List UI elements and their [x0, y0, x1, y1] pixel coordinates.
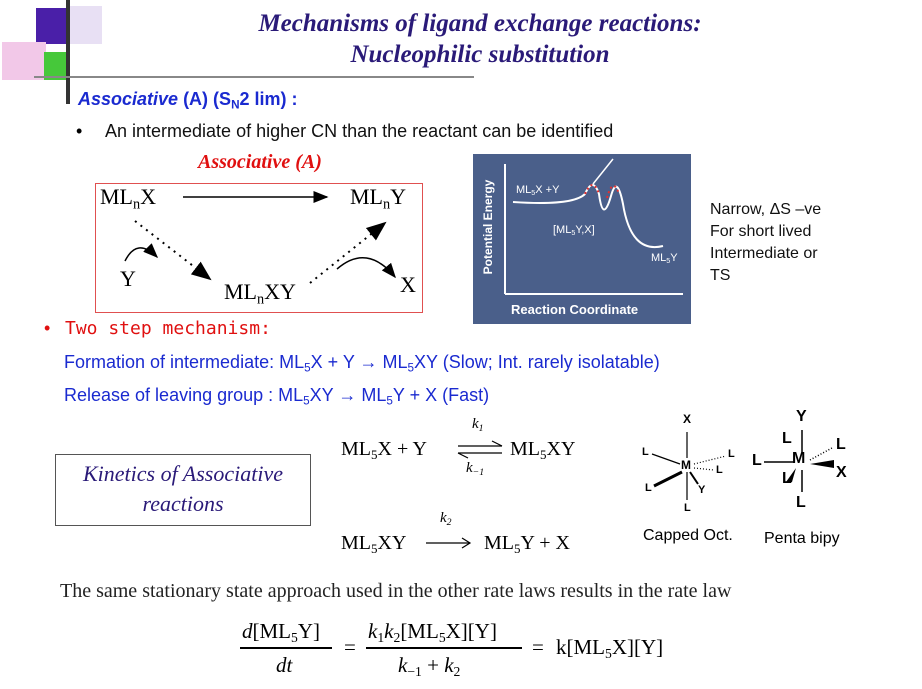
associative-scheme-box — [95, 183, 423, 313]
rate-law-mid-num: k1k2[ML5X][Y] — [368, 619, 497, 646]
release-line: Release of leaving group : ML5XY → ML5Y … — [64, 385, 490, 408]
equation-1-lhs: ML5X + Y — [341, 438, 427, 462]
capped-oct-label: Capped Oct. — [643, 527, 733, 544]
scheme-title: Associative (A) — [198, 151, 322, 173]
rate-law-eq2: = — [532, 635, 544, 659]
penta-m: M — [792, 450, 806, 467]
penta-l-bottom: L — [796, 494, 806, 511]
penta-x: X — [836, 464, 847, 481]
rate-law-lhs-num: d[ML5Y] — [242, 619, 320, 646]
energy-curve — [504, 158, 683, 295]
capped-l-left: L — [642, 446, 649, 458]
slide-title: Mechanisms of ligand exchange reactions:… — [230, 8, 730, 70]
kinetics-line2: reactions — [142, 491, 224, 516]
penta-bipy-label: Penta bipy — [764, 530, 840, 547]
rate-law-lhs-den: dt — [276, 653, 293, 677]
scheme-mlnxy: MLnXY — [224, 279, 296, 308]
rate-law-rhs: k[ML5X][Y] — [556, 635, 664, 662]
penta-l-right-top: L — [836, 436, 846, 453]
capped-y: Y — [698, 484, 706, 496]
kinetics-line1: Kinetics of Associative — [82, 461, 283, 486]
associative-heading: Associative (A) (SN2 lim) : — [78, 89, 298, 112]
pentagonal-bipyramid-structure — [764, 430, 834, 492]
capped-octahedron-structure — [651, 432, 727, 500]
side-note-line1: Narrow, ΔS –ve — [710, 201, 822, 218]
rate-law: d[ML5Y] dt = k1k2[ML5X][Y] k−1 + k2 = k[… — [236, 617, 696, 687]
formation-line: Formation of intermediate: ML5X + Y → ML… — [64, 352, 660, 375]
side-note-line3: Intermediate or — [710, 245, 818, 262]
side-note-line2: For short lived — [710, 223, 812, 240]
penta-l-top: L — [782, 430, 792, 447]
two-step-heading: Two step mechanism: — [65, 318, 271, 339]
stationary-state-text: The same stationary state approach used … — [60, 580, 732, 602]
title-line1: Mechanisms of ligand exchange reactions: — [258, 10, 702, 37]
scheme-arrows — [124, 191, 396, 284]
penta-l-left: L — [752, 452, 762, 469]
scheme-y: Y — [120, 266, 136, 291]
scheme-mlny: MLnY — [350, 184, 407, 213]
capped-x: X — [683, 412, 692, 426]
k-minus1-label: k−1 — [466, 460, 485, 478]
heading-n-sub: N — [231, 98, 240, 112]
scheme-x: X — [400, 272, 416, 297]
energy-xlabel: Reaction Coordinate — [511, 302, 639, 317]
scheme-mlnx: MLnX — [100, 184, 157, 213]
heading-a-sn: (A) (S — [178, 89, 232, 109]
energy-product-label: ML5Y — [651, 252, 678, 266]
capped-m: M — [681, 458, 691, 472]
side-note-line4: TS — [710, 267, 731, 284]
kinetics-box: Kinetics of Associative reactions — [55, 454, 311, 526]
rate-law-mid-den: k−1 + k2 — [398, 653, 461, 680]
two-step-bullet: • — [44, 318, 51, 338]
bullet-dot: • — [76, 121, 83, 141]
capped-l-lower-left: L — [645, 482, 652, 494]
equilibrium-arrow-icon — [457, 440, 503, 459]
penta-l-lower: L — [782, 470, 792, 487]
energy-intermediate-label: [ML5Y,X] — [553, 224, 595, 238]
equation-2-rhs: ML5Y + X — [484, 532, 570, 556]
k2-label: k2 — [440, 510, 452, 528]
capped-l-bottom: L — [684, 502, 691, 514]
title-line2: Nucleophilic substitution — [350, 41, 610, 68]
penta-y: Y — [796, 408, 807, 425]
energy-plot: Potential Energy Reaction Coordinate ML5… — [473, 154, 691, 324]
capped-l-right2: L — [716, 464, 723, 476]
energy-ylabel: Potential Energy — [481, 179, 495, 275]
bullet-intermediate: An intermediate of higher CN than the re… — [105, 121, 614, 141]
side-note: Narrow, ΔS –ve For short lived Intermedi… — [710, 199, 821, 287]
heading-lim: 2 lim) : — [239, 89, 298, 109]
energy-start-label: ML5X +Y — [516, 184, 560, 198]
forward-arrow-icon — [426, 537, 472, 549]
heading-associative: Associative — [78, 89, 179, 109]
corner-decoration — [0, 0, 474, 110]
equation-2-lhs: ML5XY — [341, 532, 407, 556]
capped-l-right: L — [728, 448, 735, 460]
rate-law-eq1: = — [344, 635, 356, 659]
k1-label: k1 — [472, 416, 484, 434]
equation-1-rhs: ML5XY — [510, 438, 576, 462]
